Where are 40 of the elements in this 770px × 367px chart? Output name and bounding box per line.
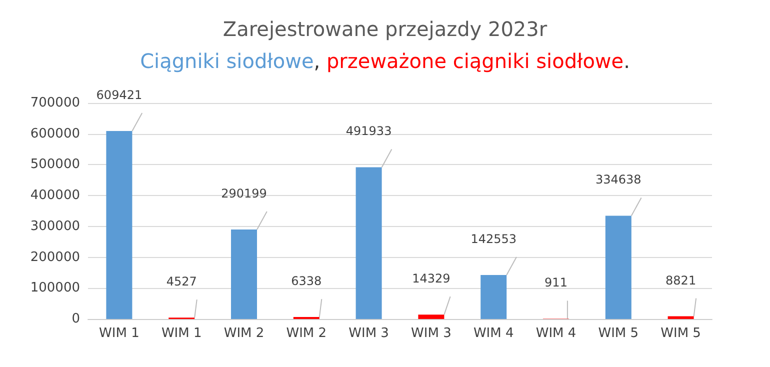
x-tick-label: WIM 5 bbox=[598, 326, 639, 341]
text: , bbox=[314, 49, 326, 73]
x-tick-label: WIM 4 bbox=[473, 326, 514, 341]
y-tick-label: 600000 bbox=[30, 126, 80, 142]
chart-title: Zarejestrowane przejazdy 2023r bbox=[222, 17, 548, 41]
bar bbox=[231, 229, 257, 319]
data-label: 8821 bbox=[666, 273, 696, 288]
x-tick-label: WIM 3 bbox=[411, 326, 452, 341]
text: przeważone ciągniki siodłowe bbox=[326, 49, 624, 73]
bar bbox=[418, 314, 444, 319]
text: . bbox=[624, 49, 630, 73]
y-tick-label: 300000 bbox=[30, 218, 80, 234]
y-tick-label: 700000 bbox=[30, 96, 80, 110]
x-tick-label: WIM 5 bbox=[660, 326, 701, 341]
bar bbox=[106, 130, 132, 319]
bar bbox=[668, 316, 694, 319]
x-tick-label: WIM 3 bbox=[348, 326, 389, 341]
y-tick-label: 0 bbox=[72, 312, 80, 326]
bar bbox=[605, 216, 632, 319]
data-label: 911 bbox=[544, 276, 568, 290]
data-label: 14329 bbox=[412, 272, 450, 286]
x-tick-label: WIM 2 bbox=[286, 326, 327, 341]
y-tick-label: 500000 bbox=[30, 157, 80, 172]
bar bbox=[356, 167, 382, 319]
y-tick-label: 200000 bbox=[30, 250, 80, 265]
y-tick-label: 400000 bbox=[30, 188, 80, 204]
x-tick-label: WIM 2 bbox=[224, 326, 264, 341]
data-label: 142553 bbox=[470, 232, 517, 246]
data-label: 4527 bbox=[166, 274, 197, 289]
data-label: 491933 bbox=[346, 124, 392, 138]
data-label: 609421 bbox=[96, 88, 142, 102]
x-tick-label: WIM 4 bbox=[536, 326, 576, 341]
bar bbox=[480, 275, 507, 319]
data-label: 6338 bbox=[291, 274, 322, 288]
data-label: 290199 bbox=[221, 186, 267, 200]
x-tick-label: WIM 1 bbox=[99, 326, 140, 341]
text: Ciągniki siodłowe bbox=[140, 49, 314, 73]
y-tick-label: 100000 bbox=[30, 280, 80, 296]
data-label: 334638 bbox=[595, 172, 642, 187]
x-tick-label: WIM 1 bbox=[161, 326, 202, 341]
